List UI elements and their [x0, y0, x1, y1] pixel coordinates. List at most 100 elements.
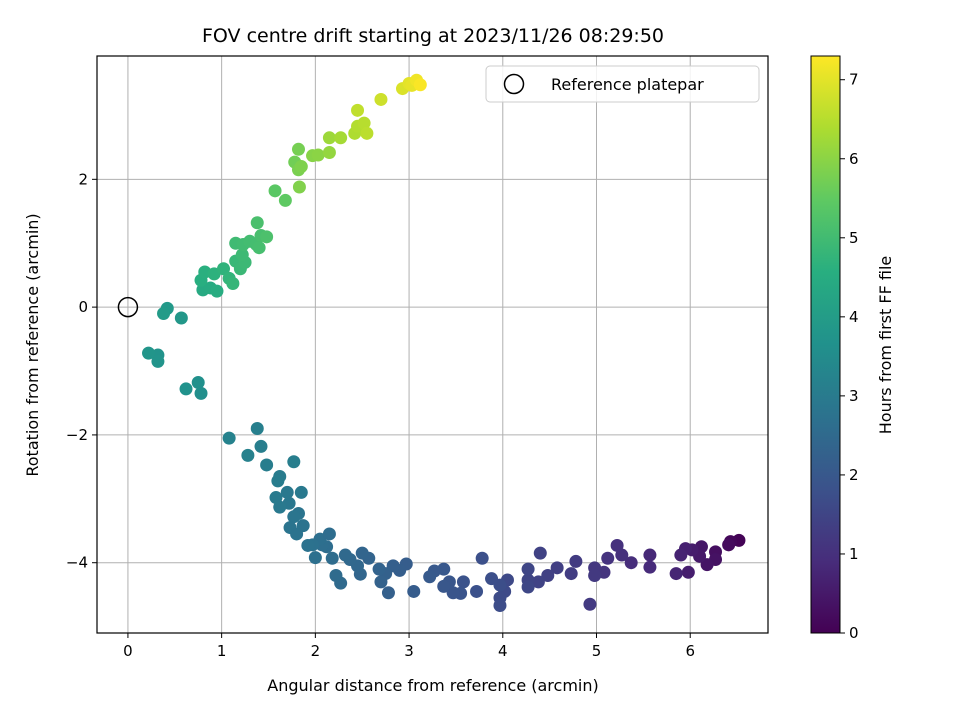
legend-box: [485, 65, 760, 103]
legend-entry-reference: Reference platepar: [551, 75, 704, 94]
data-point: [194, 386, 208, 400]
data-point: [564, 567, 578, 581]
data-point: [475, 551, 489, 565]
x-tick-label: 3: [404, 642, 414, 660]
data-point: [643, 548, 657, 562]
data-point: [292, 180, 306, 194]
data-point: [268, 184, 282, 198]
colorbar-label: Hours from first FF file: [876, 256, 895, 435]
data-point: [269, 491, 283, 505]
data-point: [413, 78, 427, 92]
colorbar-gradient: [811, 56, 840, 633]
data-point: [322, 131, 336, 145]
data-point: [588, 568, 602, 582]
data-point: [294, 485, 308, 499]
y-axis-ticks: −4 −2 0 2: [66, 170, 97, 572]
data-point: [533, 546, 547, 560]
colorbar-tick-label: 4: [849, 308, 859, 326]
data-point: [423, 570, 437, 584]
x-tick-label: 1: [217, 642, 227, 660]
data-point: [271, 474, 285, 488]
x-axis-ticks: 0 1 2 3 4 5 6: [123, 633, 695, 660]
data-point: [485, 572, 499, 586]
data-point: [531, 575, 545, 589]
colorbar-tick-label: 7: [849, 71, 859, 89]
grid: [97, 56, 768, 633]
x-tick-label: 0: [123, 642, 133, 660]
data-point: [381, 586, 395, 600]
data-point: [280, 485, 294, 499]
colorbar: 0 1 2 3 4 5 6 7 Hours from first FF file: [810, 55, 895, 642]
colorbar-tick-label: 3: [849, 387, 859, 405]
y-tick-label: −4: [66, 554, 88, 572]
data-point: [287, 510, 301, 524]
data-point: [521, 580, 535, 594]
data-point: [357, 116, 371, 130]
data-point: [322, 527, 336, 541]
data-point: [601, 551, 615, 565]
plot-frame: [96, 55, 769, 634]
x-tick-label: 6: [685, 642, 695, 660]
data-point: [252, 241, 266, 255]
data-point: [287, 455, 301, 469]
data-point: [235, 248, 249, 262]
data-point: [338, 548, 352, 562]
y-tick-label: 2: [78, 170, 88, 188]
data-point: [290, 527, 304, 541]
data-points: [142, 73, 746, 613]
colorbar-ticks: 0 1 2 3 4 5 6 7: [840, 71, 859, 642]
chart-title: FOV centre drift starting at 2023/11/26 …: [202, 25, 664, 47]
data-point: [681, 565, 695, 579]
data-point: [407, 584, 421, 598]
data-point: [291, 142, 305, 156]
data-point: [583, 597, 597, 611]
data-point: [351, 103, 365, 117]
data-point: [470, 584, 484, 598]
data-point: [191, 376, 205, 390]
y-axis-label: Rotation from reference (arcmin): [23, 213, 42, 476]
data-point: [437, 579, 451, 593]
data-point: [301, 538, 315, 552]
data-point: [308, 551, 322, 565]
data-point: [334, 131, 348, 145]
data-point: [669, 567, 683, 581]
data-point: [674, 548, 688, 562]
data-point: [493, 599, 507, 613]
data-point: [456, 575, 470, 589]
data-point: [610, 538, 624, 552]
data-point: [355, 546, 369, 560]
reference-point-marker: [117, 296, 139, 318]
data-point: [521, 562, 535, 576]
data-point: [325, 551, 339, 565]
data-point: [250, 216, 264, 230]
data-point: [700, 558, 714, 572]
data-point: [151, 354, 165, 368]
data-point: [179, 382, 193, 396]
data-point: [374, 92, 388, 106]
data-point: [260, 230, 274, 244]
legend-marker-icon: [503, 73, 525, 95]
x-tick-label: 2: [311, 642, 321, 660]
x-tick-label: 5: [592, 642, 602, 660]
data-point: [550, 561, 564, 575]
colorbar-tick-label: 5: [849, 229, 859, 247]
data-point: [142, 346, 156, 360]
data-point: [329, 568, 343, 582]
colorbar-tick-label: 0: [849, 624, 859, 642]
data-point: [217, 262, 231, 276]
data-point: [372, 562, 386, 576]
data-point: [278, 193, 292, 207]
colorbar-frame: [810, 55, 841, 634]
colorbar-tick-label: 2: [849, 466, 859, 484]
data-point: [446, 586, 460, 600]
data-point: [569, 554, 583, 568]
data-point: [374, 575, 388, 589]
data-point: [722, 538, 736, 552]
data-point: [157, 307, 171, 321]
colorbar-tick-label: 1: [849, 545, 859, 563]
y-tick-label: −2: [66, 426, 88, 444]
data-point: [311, 148, 325, 162]
data-point: [541, 568, 555, 582]
data-point: [174, 311, 188, 325]
